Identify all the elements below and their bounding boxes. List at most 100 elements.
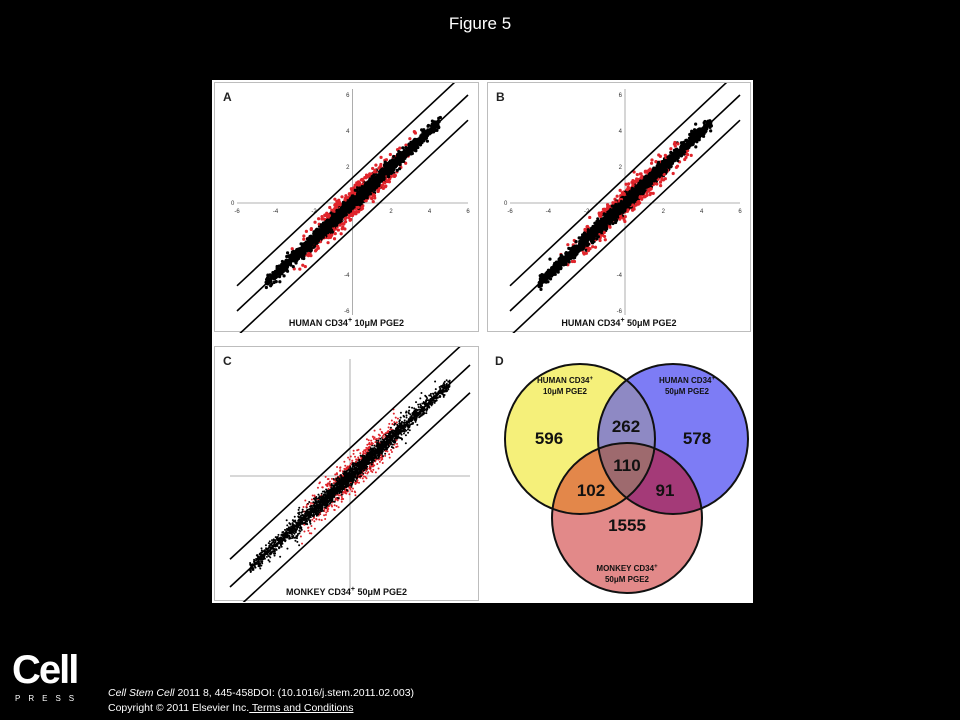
scatter-point xyxy=(641,191,645,196)
scatter-point-red xyxy=(650,158,654,162)
scatter-point-red xyxy=(309,254,313,258)
scatter-point xyxy=(427,132,432,136)
scatter-point xyxy=(643,180,647,184)
scatter-point-red xyxy=(615,194,619,198)
scatter-point-red xyxy=(598,238,602,243)
scatter-point xyxy=(554,261,558,266)
x-tick-label: 2 xyxy=(662,209,666,215)
scatter-point xyxy=(694,122,698,126)
scatter-point-red xyxy=(379,162,383,167)
scatter-point-red xyxy=(605,203,610,207)
scatter-point-red xyxy=(328,205,332,210)
scatter-point xyxy=(610,204,614,208)
scatter-point-red xyxy=(302,237,306,241)
scatter-point-red xyxy=(626,208,630,212)
scatter-point xyxy=(366,184,370,188)
scatter-point xyxy=(598,219,603,223)
scatter-point-red xyxy=(339,232,343,236)
scatter-point-red xyxy=(355,181,359,185)
scatter-point xyxy=(269,284,273,288)
scatter-point xyxy=(273,269,278,273)
scatter-point-red xyxy=(326,212,330,217)
scatter-point-red xyxy=(648,168,652,172)
scatter-point-red xyxy=(381,186,385,190)
scatter-point-red xyxy=(371,199,375,204)
scatter-point xyxy=(709,129,713,133)
scatter-point-red xyxy=(323,213,327,217)
x-tick-label: -6 xyxy=(234,209,240,215)
scatter-point xyxy=(299,254,303,258)
scatter-point-red xyxy=(570,259,575,264)
scatter-point xyxy=(683,150,687,154)
panel-a-xlabel: HUMAN CD34+ 10μM PGE2 xyxy=(288,317,405,328)
scatter-point-red xyxy=(647,189,651,193)
scatter-point xyxy=(268,273,272,277)
scatter-point xyxy=(577,236,581,240)
scatter-point xyxy=(548,257,552,261)
scatter-point-red xyxy=(356,205,360,209)
scatter-point-red xyxy=(353,192,357,196)
scatter-point-red xyxy=(333,197,337,201)
scatter-point xyxy=(323,230,327,235)
scatter-point-red xyxy=(631,179,635,183)
y-tick-label: -6 xyxy=(617,309,623,315)
scatter-point-red xyxy=(329,234,333,238)
scatter-point-red xyxy=(320,214,324,219)
scatter-point xyxy=(352,195,356,199)
x-tick-label: 6 xyxy=(466,209,470,215)
scatter-point-red xyxy=(373,196,377,200)
scatter-point-red xyxy=(347,192,351,196)
scatter-point xyxy=(676,159,680,163)
scatter-point xyxy=(392,167,396,171)
scatter-point xyxy=(398,167,402,171)
scatter-point-red xyxy=(643,169,648,173)
scatter-point-red xyxy=(676,142,680,146)
scatter-point-red xyxy=(654,159,658,164)
scatter-point xyxy=(332,223,336,227)
scatter-point xyxy=(291,265,295,269)
scatter-point-red xyxy=(598,214,602,218)
scatter-point-red xyxy=(330,208,334,212)
scatter-point-red xyxy=(619,215,623,219)
scatter-point xyxy=(328,228,332,232)
scatter-point xyxy=(576,249,580,253)
fold-change-line xyxy=(236,94,469,312)
y-tick-label: 2 xyxy=(346,165,350,171)
x-tick-label: -4 xyxy=(546,209,552,215)
scatter-point xyxy=(330,230,334,234)
scatter-point-red xyxy=(659,184,663,188)
scatter-point-red xyxy=(370,197,374,201)
scatter-point-red xyxy=(643,195,647,199)
scatter-point xyxy=(384,166,389,170)
scatter-point xyxy=(694,145,698,149)
scatter-point xyxy=(574,239,578,244)
scatter-point-red xyxy=(653,182,657,186)
y-tick-label: 6 xyxy=(619,93,623,99)
scatter-point xyxy=(430,119,434,123)
scatter-point-red xyxy=(354,212,358,216)
scatter-point xyxy=(402,148,407,153)
scatter-point xyxy=(596,217,600,221)
scatter-point-red xyxy=(392,173,396,177)
scatter-point xyxy=(368,192,373,196)
scatter-point xyxy=(392,154,396,159)
scatter-point-red xyxy=(317,217,321,221)
scatter-point-red xyxy=(326,241,330,245)
scatter-point xyxy=(383,163,387,167)
scatter-point xyxy=(614,215,618,219)
y-tick-label: -6 xyxy=(344,309,350,315)
figure-title: Figure 5 xyxy=(448,14,512,33)
scatter-point xyxy=(407,151,411,155)
scatter-point xyxy=(300,245,305,249)
scatter-point-red xyxy=(649,187,653,191)
scatter-point xyxy=(418,143,423,147)
scatter-point xyxy=(335,219,339,223)
scatter-point-red xyxy=(313,220,317,224)
scatter-point-red xyxy=(298,267,302,271)
scatter-point-red xyxy=(340,195,344,199)
y-tick-label: 4 xyxy=(346,129,350,135)
scatter-point-red xyxy=(581,251,586,255)
scatter-point xyxy=(623,198,627,202)
x-tick-label: 2 xyxy=(389,209,393,215)
scatter-point xyxy=(312,245,316,249)
